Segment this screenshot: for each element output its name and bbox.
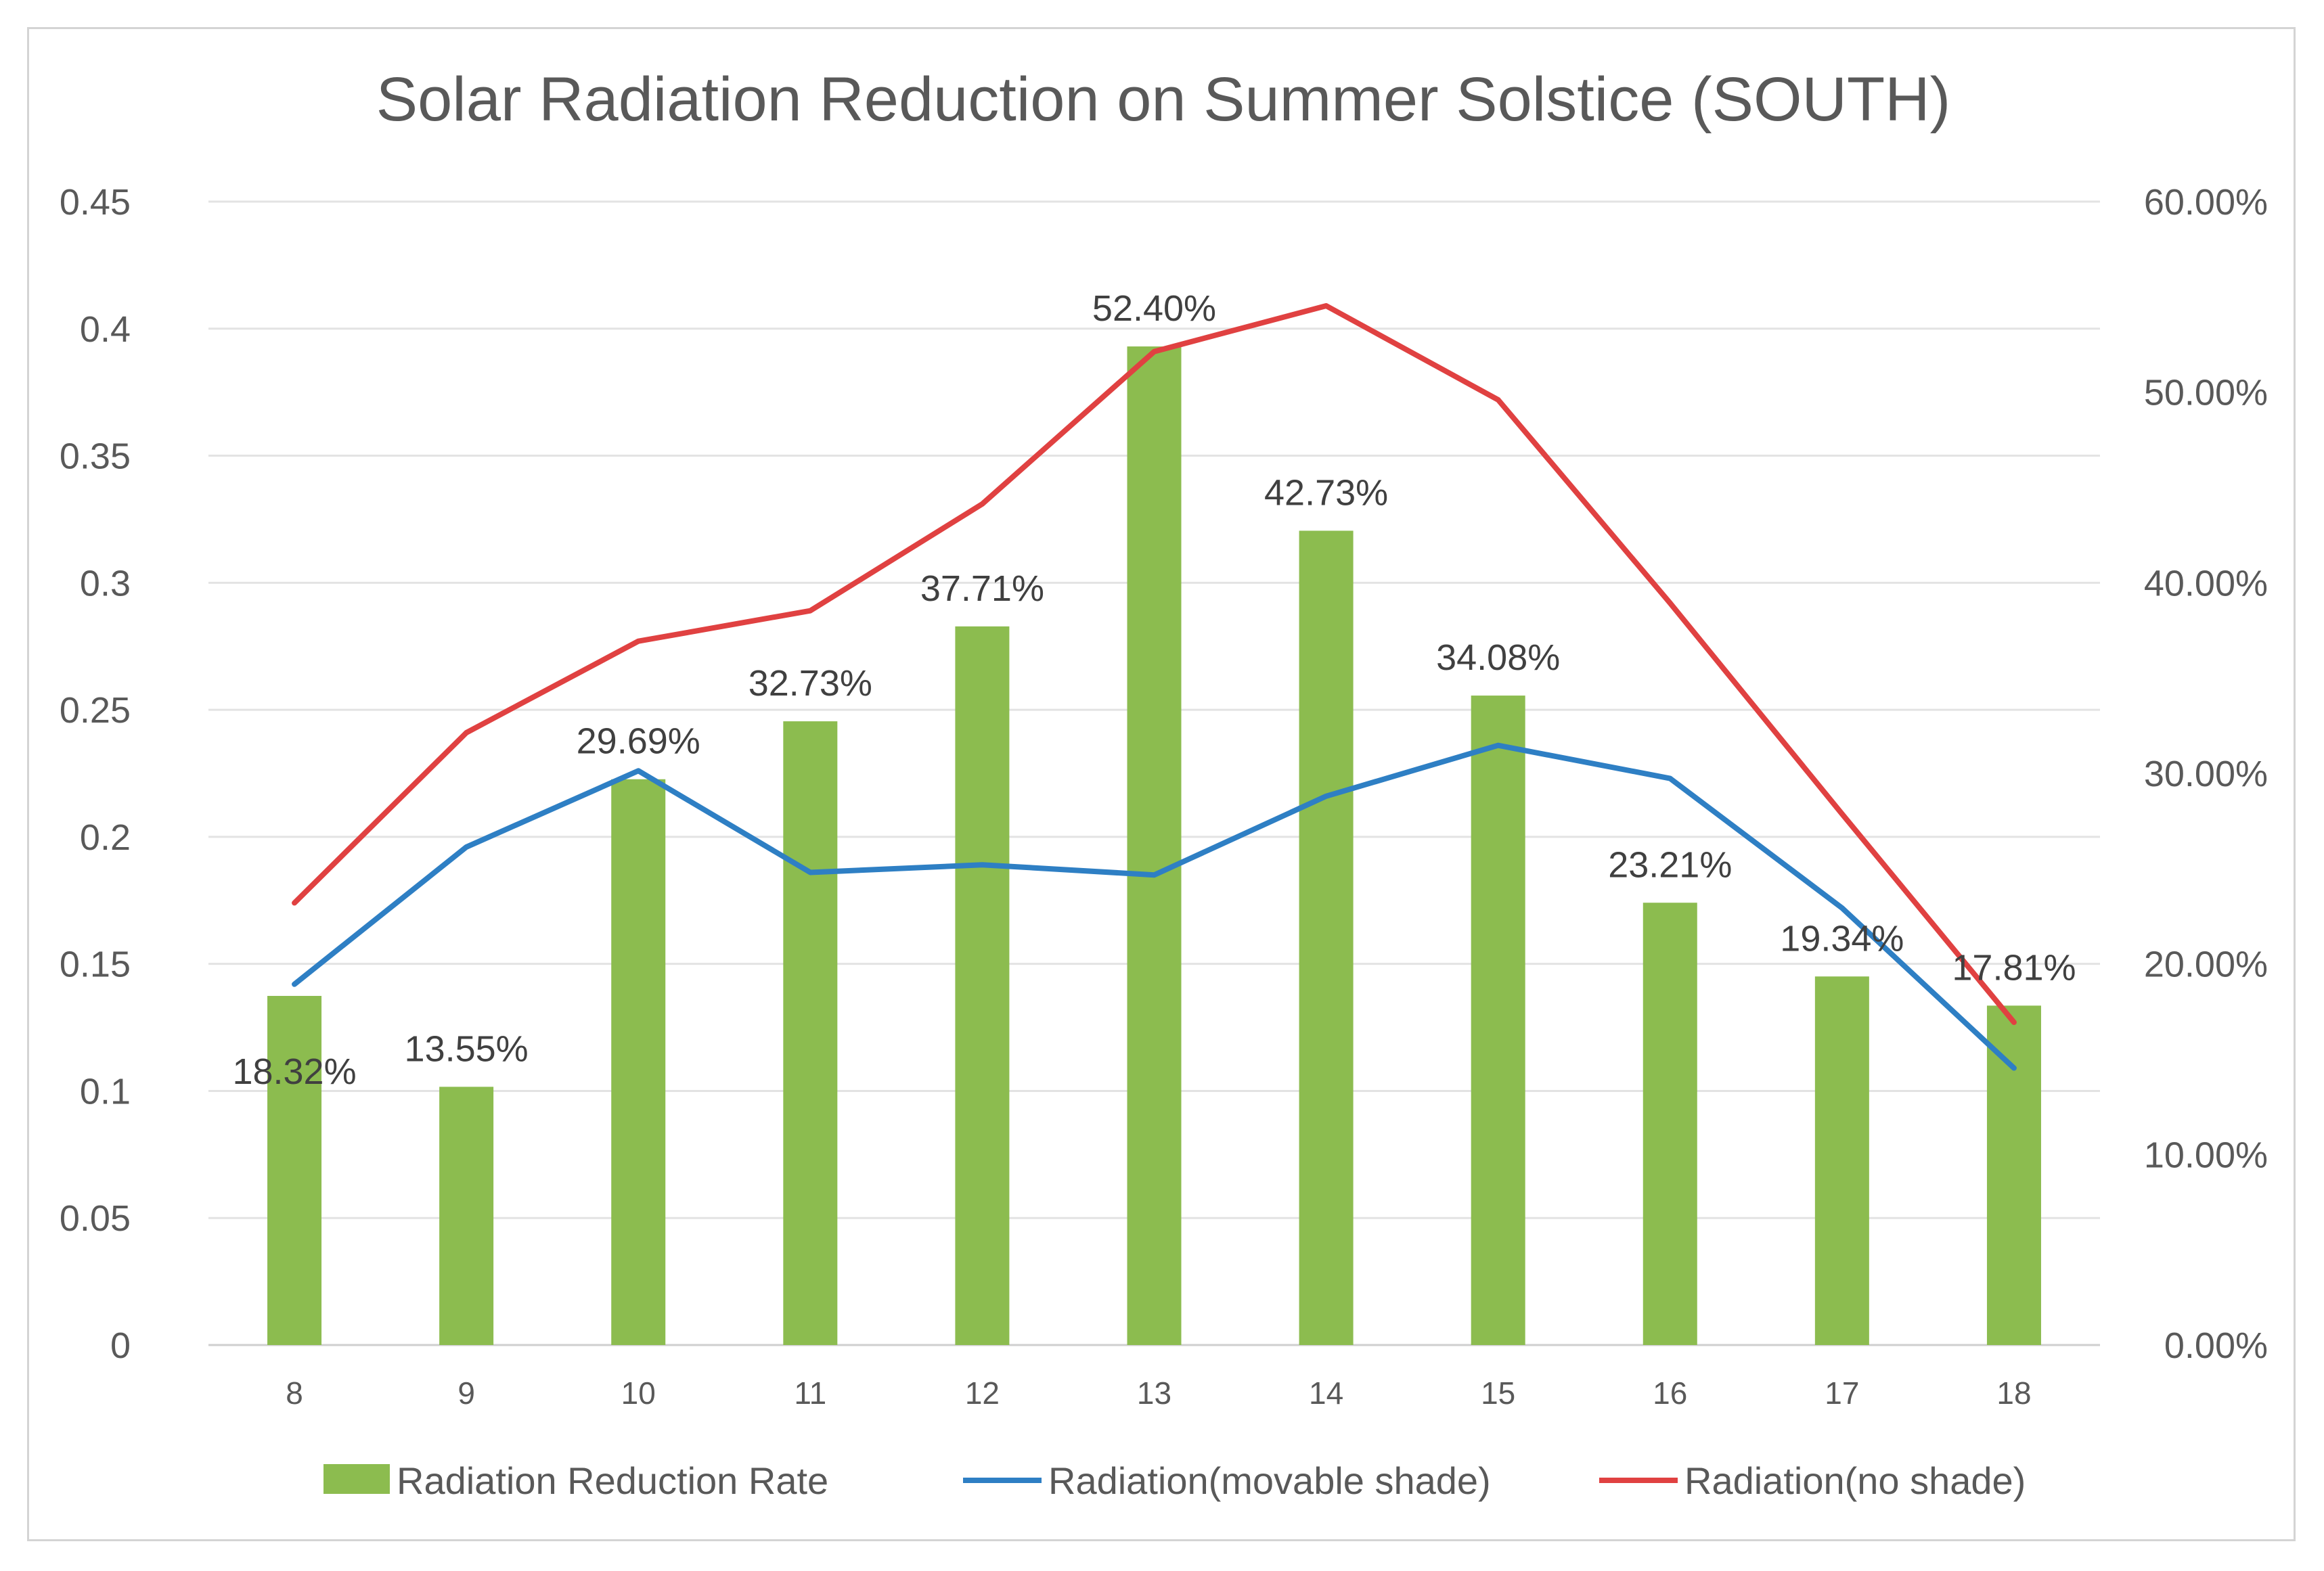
x-axis-tick-label: 16 (1653, 1375, 1687, 1411)
bar-11 (783, 721, 838, 1345)
lines-layer (292, 302, 2017, 1071)
x-axis-tick-label: 8 (286, 1375, 303, 1411)
data-label: 23.21% (1608, 844, 1732, 885)
right-axis-tick-label: 50.00% (2144, 373, 2268, 413)
right-axis-ticks: 0.00% 10.00% 20.00% 30.00% 40.00% 50.00% 60.00… (2144, 182, 2268, 1366)
left-axis-tick-label: 0.1 (80, 1071, 131, 1112)
right-axis-tick-label: 40.00% (2144, 563, 2268, 604)
x-axis-tick-label: 14 (1309, 1375, 1343, 1411)
x-axis-tick-label: 10 (621, 1375, 656, 1411)
bar-14 (1299, 530, 1354, 1345)
x-axis-ticks: 8 9 10 11 12 13 14 15 16 17 18 (286, 1375, 2031, 1411)
left-axis-tick-label: 0.45 (60, 182, 131, 223)
left-axis-tick-label: 0.25 (60, 690, 131, 731)
data-label: 29.69% (577, 721, 700, 762)
data-label: 19.34% (1780, 918, 1904, 959)
data-label: 13.55% (405, 1028, 529, 1069)
right-axis-tick-label: 30.00% (2144, 754, 2268, 794)
data-label: 42.73% (1264, 472, 1388, 513)
left-axis-tick-label: 0.05 (60, 1198, 131, 1239)
legend-label: Radiation Reduction Rate (397, 1459, 828, 1502)
line-movable-shade (292, 742, 2017, 1071)
left-axis-tick-label: 0 (110, 1325, 131, 1366)
bar-13 (1127, 346, 1182, 1345)
bar-8 (267, 995, 322, 1345)
chart-frame: Solar Radiation Reduction on Summer Sols… (27, 27, 2296, 1541)
right-axis-tick-label: 60.00% (2144, 182, 2268, 223)
x-axis-tick-label: 11 (794, 1375, 826, 1411)
x-axis-tick-label: 17 (1825, 1375, 1859, 1411)
right-axis-tick-label: 0.00% (2164, 1325, 2268, 1366)
bar-9 (439, 1087, 494, 1345)
bar-16 (1643, 903, 1697, 1345)
legend-label: Radiation(no shade) (1684, 1459, 2026, 1502)
legend-swatch-bar (323, 1464, 390, 1494)
legend: Radiation Reduction Rate Radiation(movabl… (323, 1459, 2026, 1502)
data-label: 52.40% (1092, 288, 1216, 329)
left-axis-tick-label: 0.15 (60, 944, 131, 985)
data-label: 34.08% (1436, 637, 1560, 678)
bar-17 (1814, 976, 1869, 1345)
data-label: 32.73% (748, 663, 872, 704)
bar-12 (955, 626, 1010, 1346)
bars-layer (267, 346, 2041, 1346)
data-labels-layer: 18.32% 13.55% 29.69% 32.73% 37.71% 52.40% 42.7… (232, 288, 2076, 1092)
x-axis-tick-label: 9 (457, 1375, 475, 1411)
left-axis-tick-label: 0.4 (80, 309, 131, 350)
legend-label: Radiation(movable shade) (1048, 1459, 1491, 1502)
data-label: 37.71% (920, 568, 1044, 609)
x-axis-tick-label: 18 (1996, 1375, 2031, 1411)
x-axis-tick-label: 12 (965, 1375, 1000, 1411)
data-label: 17.81% (1952, 947, 2076, 988)
bar-15 (1471, 696, 1525, 1345)
left-axis-tick-label: 0.2 (80, 817, 131, 858)
right-axis-tick-label: 10.00% (2144, 1135, 2268, 1175)
bar-18 (1986, 1005, 2041, 1345)
left-axis-tick-label: 0.3 (80, 563, 131, 604)
left-axis-tick-label: 0.35 (60, 436, 131, 477)
bar-10 (611, 779, 666, 1345)
data-label: 18.32% (232, 1051, 356, 1092)
right-axis-tick-label: 20.00% (2144, 944, 2268, 985)
chart-title: Solar Radiation Reduction on Summer Sols… (376, 65, 1950, 134)
left-axis-ticks: 0 0.05 0.1 0.15 0.2 0.25 0.3 0.35 0.4 0.45 (60, 182, 131, 1366)
x-axis-tick-label: 15 (1481, 1375, 1515, 1411)
chart-svg: Solar Radiation Reduction on Summer Sols… (60, 65, 2268, 1502)
line-no-shade (292, 302, 2017, 1026)
x-axis-tick-label: 13 (1137, 1375, 1171, 1411)
